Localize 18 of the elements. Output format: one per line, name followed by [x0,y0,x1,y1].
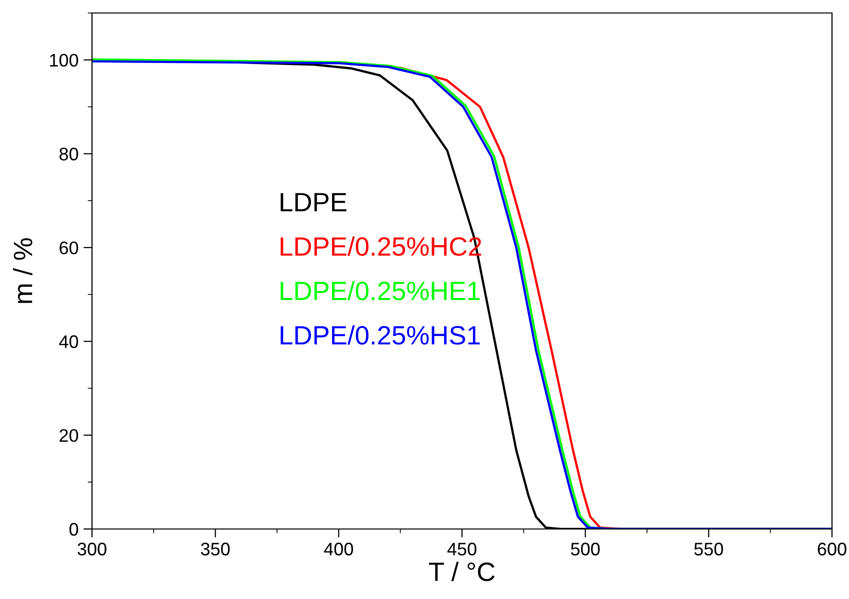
x-tick-label: 550 [694,542,724,556]
x-tick-label: 500 [570,542,600,556]
y-tick-label: 20 [60,429,78,442]
y-tick-label: 100 [50,54,78,67]
x-tick-label: 450 [447,542,476,556]
text: LDPE [280,193,346,212]
y-axis-title: m / % [12,238,32,303]
x-tick-label: 400 [324,542,354,556]
y-tick-label: 80 [60,148,78,160]
x-tick-label: 600 [818,542,846,556]
x-axis-title: T / °C [428,562,495,582]
series-label: LDPE/0.25%HS1 [280,325,480,345]
x-tick-label: 350 [200,542,230,556]
y-tick-label: 60 [60,241,78,254]
y-tick-label: 40 [59,335,78,348]
y-tick-label: 0 [69,522,78,536]
series-label: LDPE/0.25%HE1 [280,280,480,300]
x-tick-label: 300 [78,542,106,556]
